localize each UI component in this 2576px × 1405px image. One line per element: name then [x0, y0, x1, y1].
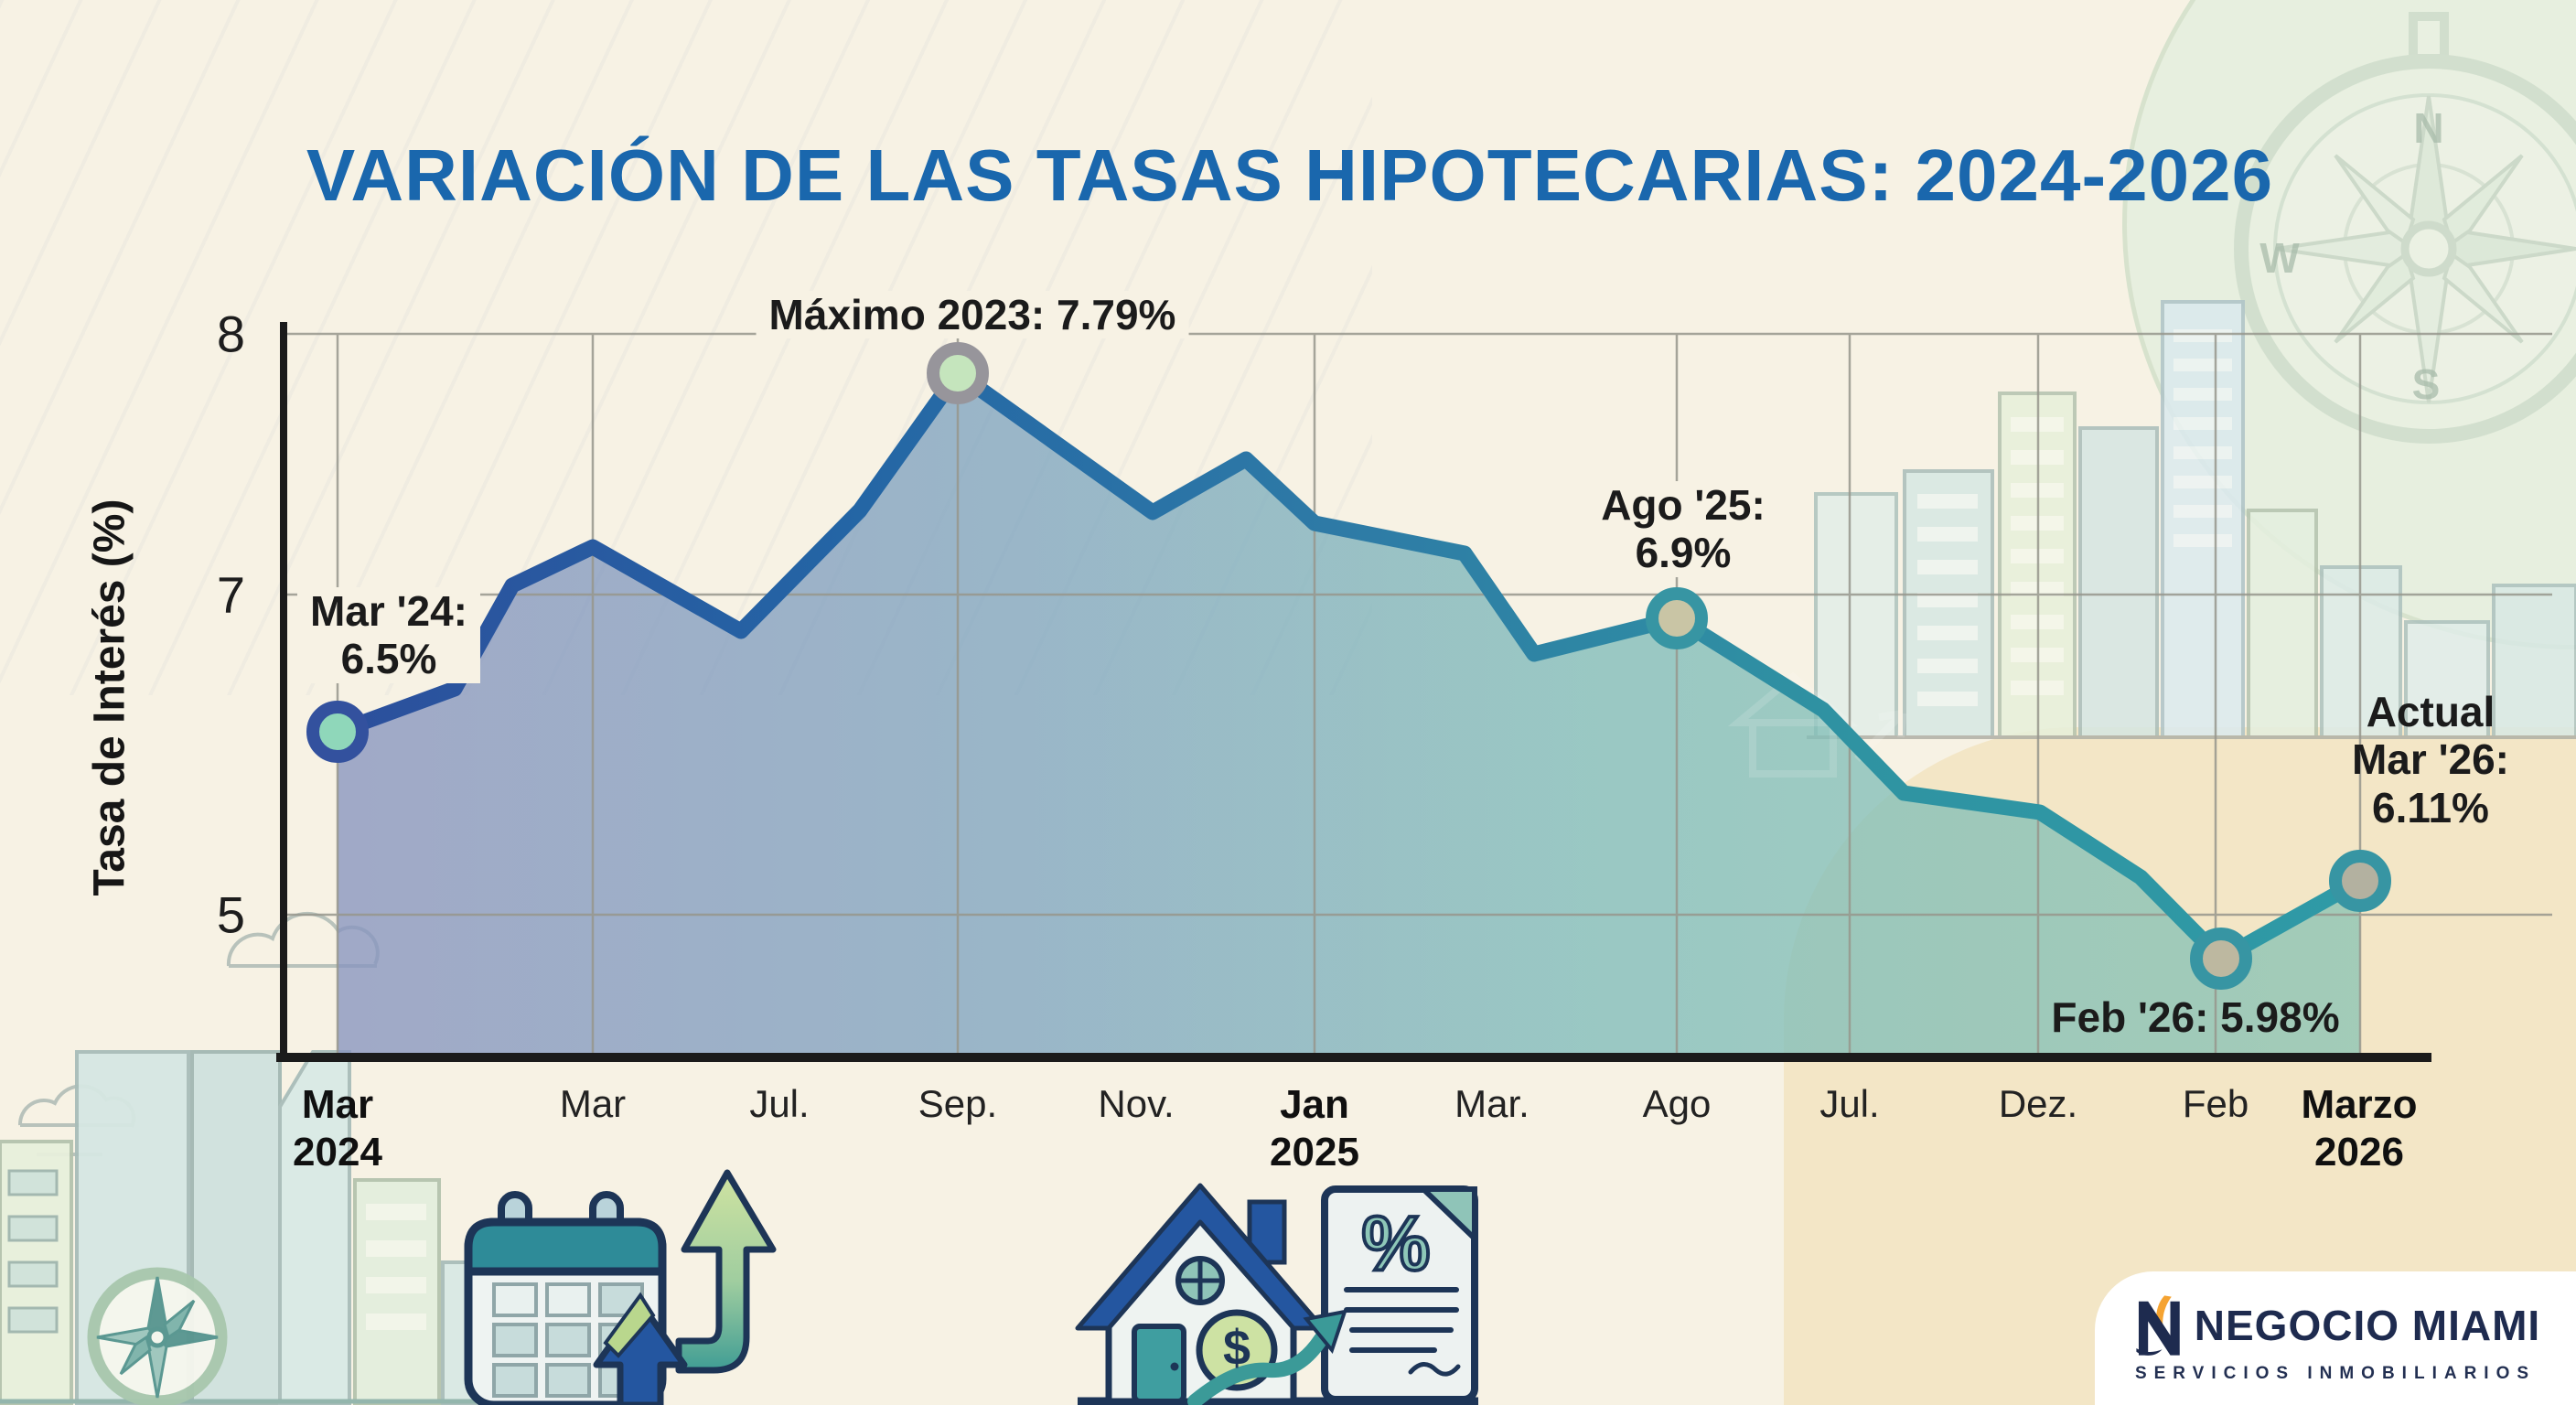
y-tick-7: 7: [216, 565, 245, 624]
chart-area: [276, 322, 2552, 1062]
annotation-actual-mar26: Actual Mar '26: 6.11%: [2351, 688, 2510, 831]
dollar-coin-symbol: $: [1222, 1320, 1251, 1376]
x-label-jul2: Jul.: [1819, 1082, 1880, 1125]
x-label-mar: Mar: [559, 1082, 627, 1125]
house-rate-document-icon: [1075, 1183, 1478, 1405]
series-line: [329, 365, 2368, 967]
x-label-marzo-2026: Marzo 2026: [2301, 1082, 2418, 1174]
x-label-sep: Sep.: [918, 1082, 998, 1125]
data-point-markers: [306, 342, 2391, 990]
compass-rose-large-icon: [2234, 12, 2576, 444]
x-label-mar-2024: Mar 2024: [293, 1082, 382, 1174]
page-title: VARIACIÓN DE LAS TASAS HIPOTECARIAS: 202…: [306, 134, 2274, 216]
y-tick-5: 5: [216, 885, 245, 944]
compass-s-label: S: [2411, 360, 2441, 408]
annotation-feb26: Feb '26: 5.98%: [2051, 993, 2340, 1041]
x-label-feb: Feb: [2182, 1082, 2249, 1125]
x-label-jan-2025: Jan 2025: [1270, 1082, 1359, 1174]
negocio-miami-logo-icon: [2136, 1295, 2180, 1356]
annotation-mar24: Mar '24: 6.5%: [296, 587, 481, 683]
y-tick-8: 8: [216, 305, 245, 363]
annotation-ago25: Ago '25: 6.9%: [1588, 481, 1778, 577]
series-area-fill: [338, 373, 2360, 1055]
calendar-growth-icon: [464, 1169, 777, 1405]
x-label-ago: Ago: [1642, 1082, 1712, 1125]
y-axis-title: Tasa de Interés (%): [85, 499, 134, 896]
x-label-mar2: Mar.: [1454, 1082, 1530, 1125]
x-label-nov: Nov.: [1098, 1082, 1175, 1125]
city-skyline-left: [0, 1050, 512, 1405]
logo-panel: NEGOCIO MIAMI SERVICIOS INMOBILIARIOS: [2095, 1271, 2576, 1405]
percent-symbol: %: [1360, 1199, 1433, 1289]
logo-name: NEGOCIO MIAMI: [2194, 1302, 2541, 1349]
compass-w-label: W: [2259, 234, 2300, 282]
logo-tagline: SERVICIOS INMOBILIARIOS: [2134, 1364, 2537, 1383]
compass-rose-small-icon: [87, 1267, 228, 1405]
annotation-maximo-2023: Máximo 2023: 7.79%: [756, 291, 1189, 339]
x-label-jul: Jul.: [749, 1082, 810, 1125]
x-label-dez: Dez.: [1998, 1082, 2078, 1125]
compass-n-label: N: [2413, 104, 2444, 152]
